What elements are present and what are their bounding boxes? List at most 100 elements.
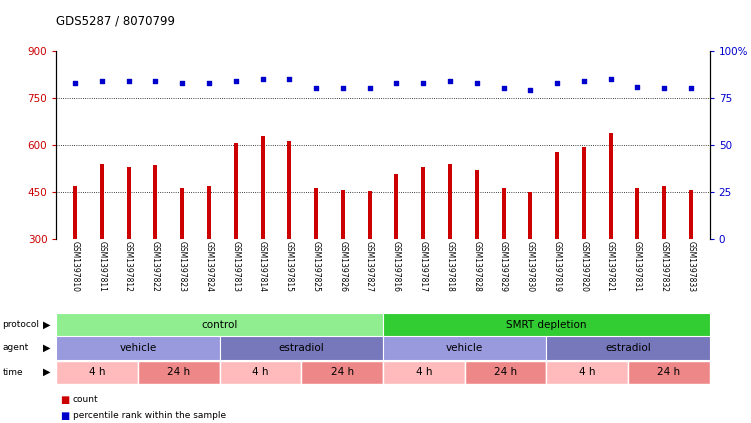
Bar	[288, 141, 291, 333]
Point	[283, 76, 295, 82]
Text: GSM1397829: GSM1397829	[499, 241, 508, 292]
Bar	[219, 361, 301, 384]
Point	[551, 80, 563, 86]
Text: GSM1397817: GSM1397817	[418, 241, 427, 292]
Bar	[555, 152, 559, 333]
Text: 24 h: 24 h	[494, 367, 517, 377]
Bar	[662, 186, 666, 333]
Text: GSM1397831: GSM1397831	[633, 241, 642, 292]
Text: GSM1397814: GSM1397814	[258, 241, 267, 292]
Text: ▶: ▶	[43, 367, 50, 377]
Text: GSM1397833: GSM1397833	[686, 241, 695, 292]
Bar	[383, 361, 465, 384]
Text: GSM1397826: GSM1397826	[339, 241, 348, 292]
Point	[230, 77, 242, 84]
Text: GSM1397824: GSM1397824	[204, 241, 213, 292]
Text: vehicle: vehicle	[119, 343, 157, 353]
Bar	[73, 186, 77, 333]
Bar	[127, 167, 131, 333]
Bar	[100, 164, 104, 333]
Bar	[367, 191, 372, 333]
Point	[203, 80, 215, 86]
Bar	[689, 190, 693, 333]
Text: GSM1397830: GSM1397830	[526, 241, 535, 292]
Bar	[138, 361, 219, 384]
Text: GSM1397818: GSM1397818	[445, 241, 454, 292]
Bar	[502, 188, 505, 333]
Text: agent: agent	[2, 343, 29, 352]
Text: 24 h: 24 h	[657, 367, 680, 377]
Text: 4 h: 4 h	[89, 367, 105, 377]
Point	[632, 83, 644, 90]
Text: 4 h: 4 h	[252, 367, 269, 377]
Text: GSM1397820: GSM1397820	[579, 241, 588, 292]
Text: GSM1397832: GSM1397832	[659, 241, 668, 292]
Bar	[341, 190, 345, 333]
Point	[471, 80, 483, 86]
Bar	[547, 336, 710, 360]
Bar	[56, 313, 383, 336]
Text: GSM1397811: GSM1397811	[98, 241, 107, 292]
Point	[524, 87, 536, 93]
Text: GSM1397825: GSM1397825	[312, 241, 321, 292]
Bar	[448, 164, 452, 333]
Text: GDS5287 / 8070799: GDS5287 / 8070799	[56, 15, 175, 28]
Text: SMRT depletion: SMRT depletion	[506, 320, 587, 330]
Text: GSM1397813: GSM1397813	[231, 241, 240, 292]
Point	[257, 76, 269, 82]
Bar	[56, 336, 219, 360]
Text: GSM1397819: GSM1397819	[553, 241, 562, 292]
Bar	[608, 133, 613, 333]
Text: ■: ■	[60, 395, 69, 405]
Bar	[219, 336, 383, 360]
Text: estradiol: estradiol	[605, 343, 651, 353]
Text: percentile rank within the sample: percentile rank within the sample	[73, 411, 226, 420]
Text: GSM1397828: GSM1397828	[472, 241, 481, 292]
Bar	[56, 361, 138, 384]
Text: GSM1397827: GSM1397827	[365, 241, 374, 292]
Bar	[394, 174, 399, 333]
Point	[96, 77, 108, 84]
Bar	[528, 192, 532, 333]
Point	[122, 77, 134, 84]
Bar	[547, 361, 628, 384]
Point	[310, 85, 322, 92]
Text: 4 h: 4 h	[579, 367, 596, 377]
Text: ▶: ▶	[43, 320, 50, 330]
Text: 24 h: 24 h	[167, 367, 191, 377]
Text: GSM1397815: GSM1397815	[285, 241, 294, 292]
Bar	[314, 188, 318, 333]
Text: GSM1397812: GSM1397812	[124, 241, 133, 292]
Text: control: control	[201, 320, 238, 330]
Point	[176, 80, 189, 86]
Text: count: count	[73, 395, 98, 404]
Bar	[475, 170, 478, 333]
Point	[497, 85, 509, 92]
Point	[444, 77, 456, 84]
Text: 24 h: 24 h	[330, 367, 354, 377]
Text: estradiol: estradiol	[279, 343, 324, 353]
Bar	[234, 143, 238, 333]
Bar	[207, 186, 211, 333]
Bar	[153, 165, 158, 333]
Text: vehicle: vehicle	[446, 343, 484, 353]
Text: GSM1397823: GSM1397823	[178, 241, 187, 292]
Text: ■: ■	[60, 411, 69, 421]
Text: 4 h: 4 h	[415, 367, 432, 377]
Point	[363, 85, 376, 92]
Text: GSM1397810: GSM1397810	[71, 241, 80, 292]
Point	[578, 77, 590, 84]
Point	[69, 80, 81, 86]
Bar	[628, 361, 710, 384]
Text: protocol: protocol	[2, 320, 39, 329]
Bar	[301, 361, 383, 384]
Text: GSM1397821: GSM1397821	[606, 241, 615, 292]
Point	[658, 85, 670, 92]
Bar	[582, 147, 586, 333]
Text: GSM1397822: GSM1397822	[151, 241, 160, 292]
Bar	[383, 336, 547, 360]
Point	[417, 80, 429, 86]
Text: time: time	[2, 368, 23, 377]
Point	[337, 85, 349, 92]
Point	[685, 85, 697, 92]
